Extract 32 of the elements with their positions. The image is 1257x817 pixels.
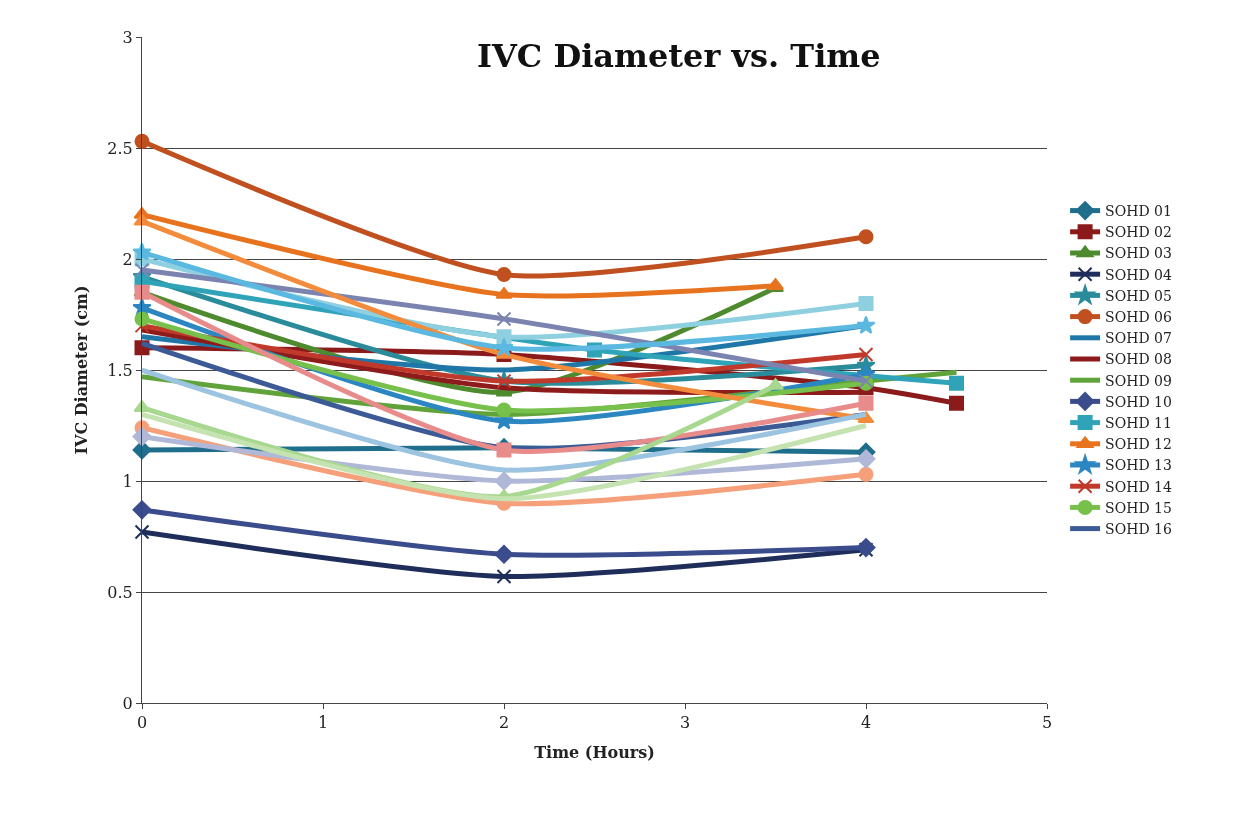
- legend-label: SOHD 05: [1105, 287, 1172, 304]
- x-tick-label: 2: [498, 713, 510, 733]
- chart-title: IVC Diameter vs. Time: [477, 37, 881, 76]
- y-tick-label: 3: [122, 27, 133, 47]
- legend-label: SOHD 10: [1105, 393, 1172, 410]
- legend-label: SOHD 12: [1105, 436, 1172, 453]
- x-tick-label: 4: [860, 713, 872, 733]
- y-axis-title: IVC Diameter (cm): [72, 285, 92, 455]
- legend-label: SOHD 09: [1105, 372, 1172, 389]
- x-tick-label: 1: [317, 713, 329, 733]
- legend-label: SOHD 04: [1105, 266, 1172, 283]
- x-tick-label: 0: [136, 713, 148, 733]
- legend-label: SOHD 06: [1105, 309, 1172, 326]
- legend-label: SOHD 16: [1105, 521, 1172, 538]
- x-tick-label: 5: [1041, 713, 1053, 733]
- legend-label: SOHD 11: [1105, 415, 1172, 432]
- legend-label: SOHD 13: [1105, 457, 1172, 474]
- x-tick-label: 3: [679, 713, 691, 733]
- y-tick-label: 0: [122, 693, 133, 713]
- legend-label: SOHD 01: [1105, 203, 1172, 220]
- y-tick-label: 2: [122, 249, 133, 269]
- legend-label: SOHD 15: [1105, 499, 1172, 516]
- legend-label: SOHD 14: [1105, 478, 1172, 495]
- legend-label: SOHD 03: [1105, 245, 1172, 262]
- legend-label: SOHD 02: [1105, 224, 1172, 241]
- x-axis-title: Time (Hours): [534, 742, 655, 762]
- legend-label: SOHD 07: [1105, 330, 1172, 347]
- y-tick-label: 0.5: [107, 582, 133, 602]
- y-tick-label: 1: [122, 471, 133, 491]
- y-tick-label: 2.5: [107, 138, 133, 158]
- y-tick-label: 1.5: [107, 360, 133, 380]
- legend-label: SOHD 08: [1105, 351, 1172, 368]
